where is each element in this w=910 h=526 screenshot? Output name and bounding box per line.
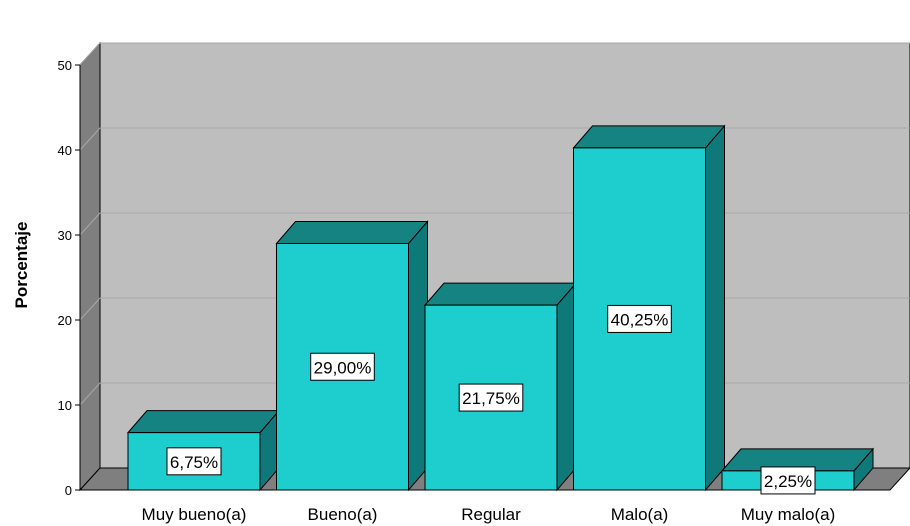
data-label-box — [166, 447, 222, 476]
data-label-text: 6,75% — [170, 453, 218, 472]
bar-top — [126, 410, 281, 434]
y-tick-label: 10 — [58, 398, 72, 413]
data-label-box — [458, 383, 524, 412]
gridline-side — [79, 42, 101, 66]
x-tick-label: Muy bueno(a) — [142, 505, 247, 524]
bar — [720, 447, 875, 492]
data-labels: 6,75% 29,00% 21,75% 40,25% 2,25% — [166, 304, 816, 495]
bar — [572, 124, 726, 492]
data-label-text: 40,25% — [611, 310, 669, 329]
y-tick-label: 30 — [58, 228, 72, 243]
data-label: 2,25% — [760, 466, 816, 495]
data-label: 40,25% — [607, 304, 672, 333]
bar-top — [275, 221, 429, 244]
gridline-side — [79, 382, 101, 406]
data-label-text: 29,00% — [314, 358, 372, 377]
x-tick-label: Bueno(a) — [308, 505, 378, 524]
x-tick-label: Muy malo(a) — [741, 505, 835, 524]
data-label-text: 21,75% — [462, 389, 520, 408]
data-label: 29,00% — [310, 352, 375, 381]
y-tick-label: 20 — [58, 313, 72, 328]
bar-top — [572, 125, 726, 149]
data-label-box — [310, 352, 375, 381]
gridline-side — [79, 297, 101, 321]
bar-top — [423, 282, 578, 306]
bar-side — [705, 124, 725, 492]
y-tick-label: 40 — [58, 143, 72, 158]
chart-bars — [126, 124, 875, 492]
data-label-box — [760, 466, 816, 495]
y-axis: 0 10 20 30 40 50 — [58, 58, 81, 498]
side-wall — [79, 41, 101, 492]
data-label: 6,75% — [166, 447, 222, 476]
y-axis-label: Porcentaje — [12, 222, 31, 309]
x-tick-label: Malo(a) — [611, 505, 669, 524]
gridline-side — [79, 212, 101, 236]
data-label: 21,75% — [458, 383, 524, 412]
gridline-side — [79, 127, 101, 151]
data-label-text: 2,25% — [764, 472, 812, 491]
x-axis: Muy bueno(a) Bueno(a) Regular Malo(a) Muy ma… — [142, 505, 836, 524]
x-tick-label: Regular — [461, 505, 521, 524]
y-tick-label: 0 — [65, 483, 72, 498]
data-label-box — [607, 304, 672, 333]
y-tick-label: 50 — [58, 58, 72, 73]
